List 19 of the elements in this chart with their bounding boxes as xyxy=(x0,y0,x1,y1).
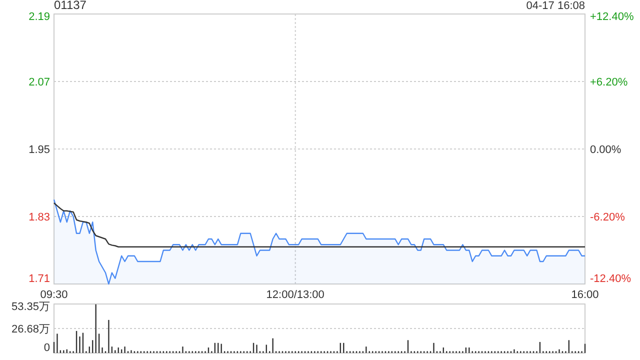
line-series xyxy=(53,202,586,248)
y-tick-label: 0 xyxy=(44,342,50,354)
y-tick-label: 26.68万 xyxy=(11,323,50,336)
y-tick-label: 2.07 xyxy=(28,76,50,88)
y-tick-label: 2.19 xyxy=(28,10,50,23)
y-tick-label: 53.35万 xyxy=(11,300,50,313)
text: 04-17 16:08 xyxy=(526,0,585,12)
chart-title: 01137 xyxy=(54,0,87,12)
y2-tick-label: +12.40% xyxy=(590,10,634,23)
x-tick-label: 16:00 xyxy=(571,289,599,301)
x-tick-label: 12:00/13:00 xyxy=(266,289,324,301)
y-tick-label: 1.71 xyxy=(28,272,50,285)
x-tick-label: 09:30 xyxy=(40,289,68,301)
y-tick-label: 1.95 xyxy=(28,144,50,156)
y-tick-label: 1.83 xyxy=(28,211,50,224)
y2-tick-label: -12.40% xyxy=(590,272,632,285)
y2-tick-label: +6.20% xyxy=(590,76,628,88)
y2-tick-label: 0.00% xyxy=(590,144,622,156)
y2-tick-label: -6.20% xyxy=(590,211,626,224)
